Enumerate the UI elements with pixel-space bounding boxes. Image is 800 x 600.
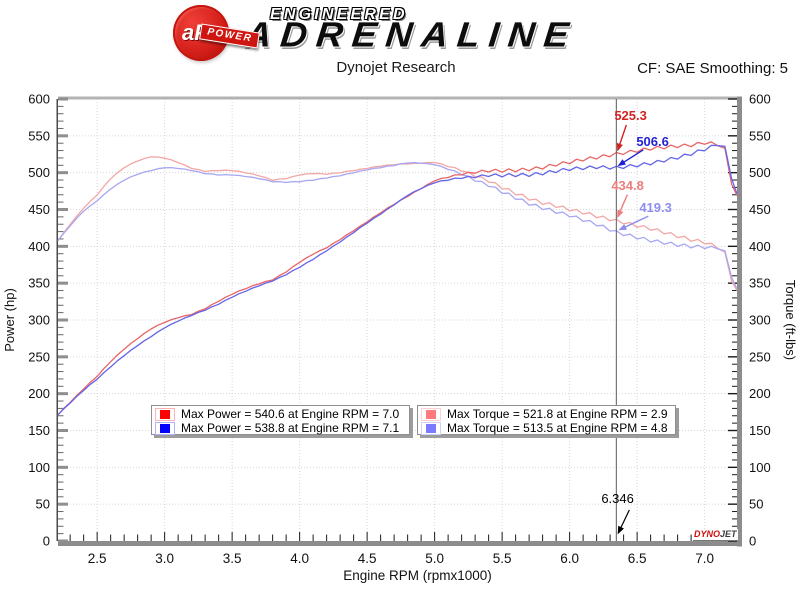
legend-chip-salmon bbox=[421, 407, 441, 421]
svg-text:600: 600 bbox=[749, 92, 771, 107]
svg-text:3.0: 3.0 bbox=[155, 551, 174, 566]
svg-text:3.5: 3.5 bbox=[223, 551, 242, 566]
svg-text:200: 200 bbox=[28, 386, 50, 401]
registered-mark: ® bbox=[221, 7, 227, 14]
legend-box-power: Max Power = 540.6 at Engine RPM = 7.0 Ma… bbox=[151, 405, 410, 435]
cursor-rpm-label: 6.346 bbox=[601, 491, 634, 506]
svg-text:450: 450 bbox=[749, 202, 771, 217]
svg-text:100: 100 bbox=[749, 460, 771, 475]
legend-chip-red bbox=[155, 407, 175, 421]
cursor-readout-power-1: 525.3 bbox=[614, 108, 647, 124]
svg-text:350: 350 bbox=[28, 276, 50, 291]
cursor-readout-power-2: 506.6 bbox=[636, 133, 669, 149]
svg-text:5.0: 5.0 bbox=[425, 551, 444, 566]
svg-text:500: 500 bbox=[28, 165, 50, 180]
svg-text:6.0: 6.0 bbox=[560, 551, 579, 566]
legend-label: Max Power = 540.6 at Engine RPM = 7.0 bbox=[181, 407, 400, 421]
svg-text:50: 50 bbox=[749, 497, 763, 512]
svg-text:600: 600 bbox=[28, 92, 50, 107]
legend-entry: Max Power = 538.8 at Engine RPM = 7.1 bbox=[155, 421, 409, 435]
legend-label: Max Power = 538.8 at Engine RPM = 7.1 bbox=[181, 421, 400, 435]
svg-text:350: 350 bbox=[749, 276, 771, 291]
legend-label: Max Torque = 521.8 at Engine RPM = 2.9 bbox=[447, 407, 668, 421]
svg-text:6.5: 6.5 bbox=[628, 551, 647, 566]
svg-text:5.5: 5.5 bbox=[493, 551, 512, 566]
svg-text:200: 200 bbox=[749, 386, 771, 401]
svg-text:250: 250 bbox=[749, 349, 771, 364]
svg-text:50: 50 bbox=[36, 497, 50, 512]
svg-text:Engine RPM (rpmx1000): Engine RPM (rpmx1000) bbox=[343, 568, 492, 583]
legend-entry: Max Torque = 521.8 at Engine RPM = 2.9 bbox=[421, 407, 675, 421]
svg-text:550: 550 bbox=[749, 128, 771, 143]
svg-text:300: 300 bbox=[28, 313, 50, 328]
svg-text:450: 450 bbox=[28, 202, 50, 217]
svg-text:7.0: 7.0 bbox=[695, 551, 714, 566]
brand-line-engineered: ENGINEERED bbox=[270, 6, 408, 23]
svg-text:400: 400 bbox=[28, 239, 50, 254]
legend-label: Max Torque = 513.5 at Engine RPM = 4.8 bbox=[447, 421, 668, 435]
cursor-readout-torque-1: 434.8 bbox=[611, 177, 644, 193]
legend-chip-blue bbox=[155, 421, 175, 435]
svg-text:4.0: 4.0 bbox=[290, 551, 309, 566]
svg-text:150: 150 bbox=[28, 423, 50, 438]
legend-box-torque: Max Torque = 521.8 at Engine RPM = 2.9 M… bbox=[417, 405, 676, 435]
svg-text:300: 300 bbox=[749, 313, 771, 328]
header: aFe ® POWER ENGINEERED ADRENALINE Dynoje… bbox=[0, 0, 800, 90]
svg-text:0: 0 bbox=[749, 534, 756, 549]
cursor-readout-torque-2: 419.3 bbox=[639, 200, 672, 216]
svg-text:100: 100 bbox=[28, 460, 50, 475]
svg-text:Torque (ft-lbs): Torque (ft-lbs) bbox=[783, 280, 798, 360]
svg-text:0: 0 bbox=[43, 534, 50, 549]
legend-chip-lightblue bbox=[421, 421, 441, 435]
svg-text:2.5: 2.5 bbox=[88, 551, 107, 566]
page-title: Dynojet Research bbox=[336, 59, 456, 76]
svg-text:500: 500 bbox=[749, 165, 771, 180]
svg-text:250: 250 bbox=[28, 349, 50, 364]
correction-factor-label: CF: SAE Smoothing: 5 bbox=[637, 60, 788, 77]
svg-text:4.5: 4.5 bbox=[358, 551, 377, 566]
dynojet-logo: DYNOJET bbox=[693, 529, 738, 541]
svg-text:400: 400 bbox=[749, 239, 771, 254]
svg-text:550: 550 bbox=[28, 128, 50, 143]
legend-entry: Max Power = 540.6 at Engine RPM = 7.0 bbox=[155, 407, 409, 421]
svg-text:Power (hp): Power (hp) bbox=[2, 288, 17, 352]
svg-text:150: 150 bbox=[749, 423, 771, 438]
legend-entry: Max Torque = 513.5 at Engine RPM = 4.8 bbox=[421, 421, 675, 435]
